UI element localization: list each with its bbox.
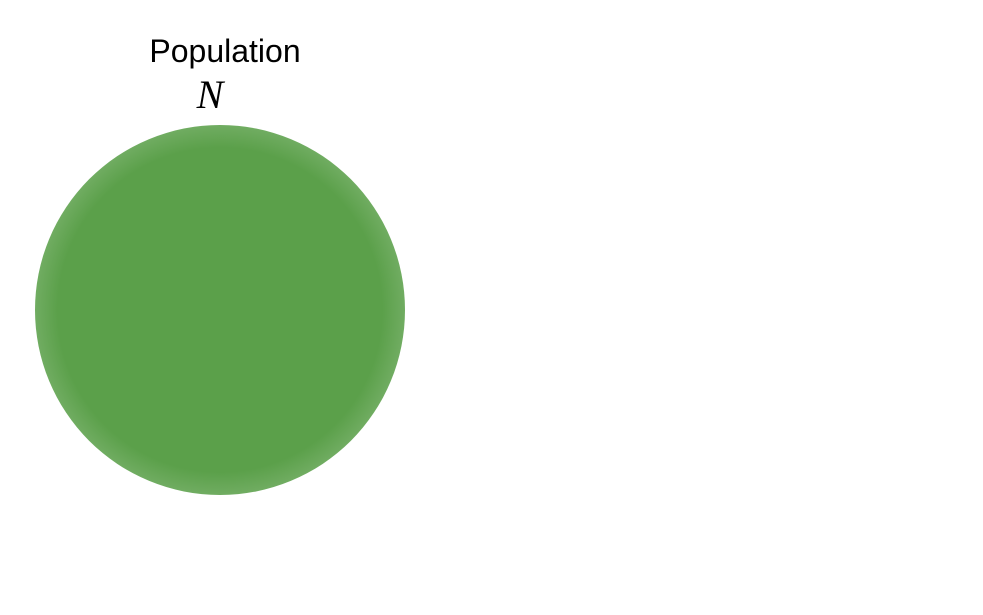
population-title: Population	[149, 33, 301, 69]
population-circle	[35, 125, 405, 495]
population-symbol: N	[196, 72, 224, 117]
